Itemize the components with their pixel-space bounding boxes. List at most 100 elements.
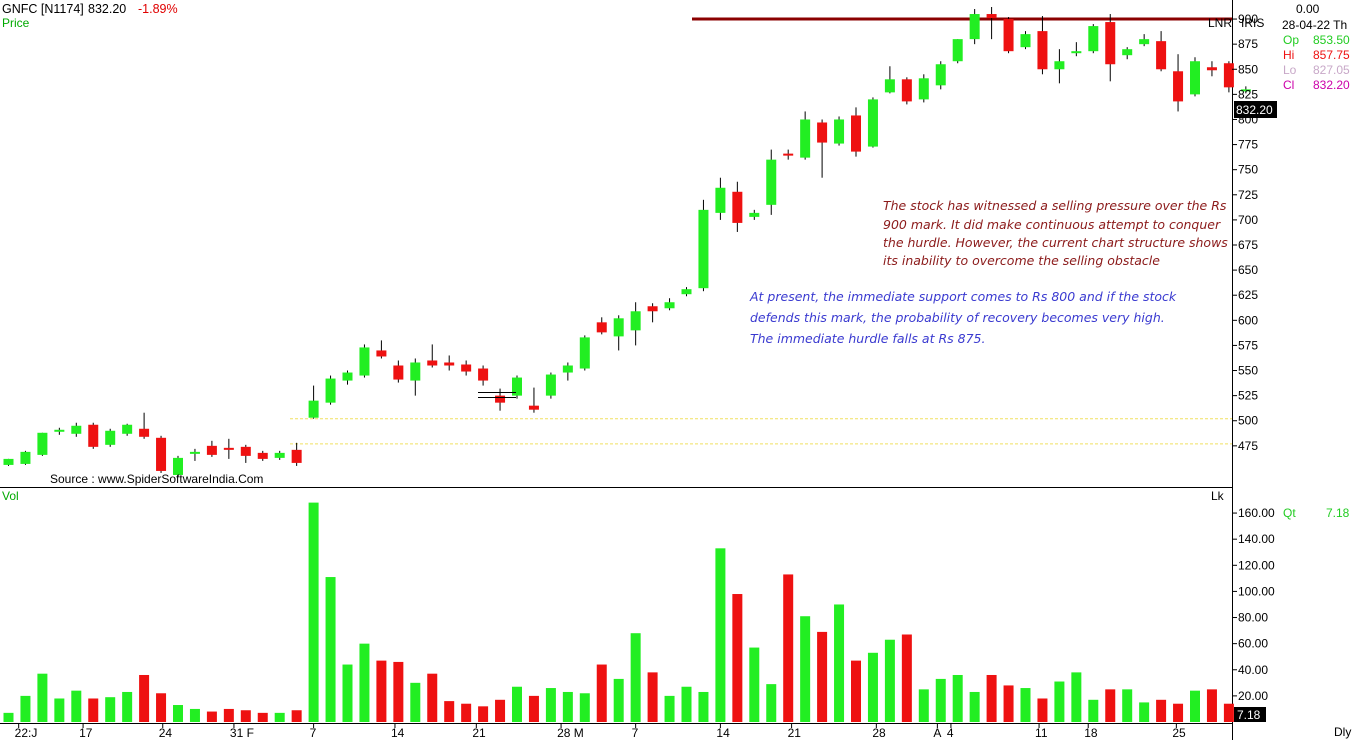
volume-bar — [376, 660, 387, 722]
red-annotation-line: 900 mark. It did make continuous attempt… — [883, 217, 1221, 232]
volume-bar — [1105, 689, 1116, 722]
candle-body — [156, 437, 167, 471]
price-tick-label: 700 — [1238, 213, 1258, 227]
volume-bar — [884, 639, 895, 722]
volume-bar — [189, 708, 200, 722]
volume-tick-label: 140.00 — [1238, 532, 1275, 546]
time-tick-label: 21 — [472, 726, 486, 740]
volume-bar — [647, 672, 658, 722]
time-tick-label: 7 — [632, 726, 639, 740]
candle-body — [122, 424, 133, 434]
volume-bar — [1003, 685, 1014, 722]
candle-body — [139, 428, 150, 437]
candle-body — [1105, 22, 1116, 65]
candle-body — [105, 430, 116, 445]
candle-body — [274, 452, 285, 458]
volume-bar — [528, 695, 539, 722]
volume-bar — [359, 643, 370, 722]
candle-body — [698, 209, 709, 289]
candle-body — [800, 119, 811, 158]
price-tick-label: 625 — [1238, 288, 1258, 302]
top-right-value: 0.00 — [1296, 2, 1320, 16]
qt-label: Qt — [1283, 506, 1296, 520]
volume-unit-label: Lk — [1211, 489, 1225, 503]
periodicity-label: Dly — [1334, 725, 1351, 739]
red-annotation-line: its inability to overcome the selling ob… — [883, 253, 1160, 268]
blue-annotation-line: defends this mark, the probability of re… — [750, 310, 1165, 325]
low-value: 827.05 — [1313, 63, 1350, 77]
volume-bar — [545, 688, 556, 722]
blue-annotation-line: The immediate hurdle falls at Rs 875. — [750, 331, 985, 346]
volume-bar — [20, 695, 31, 722]
time-tick-label: 24 — [159, 726, 173, 740]
volume-bar — [1190, 690, 1200, 722]
candle-body — [1223, 63, 1234, 88]
source-label: Source : www.SpiderSoftwareIndia.Com — [50, 472, 263, 486]
volume-bar — [986, 674, 997, 722]
volume-bar — [1156, 699, 1167, 722]
candle-body — [783, 153, 794, 156]
candle-body — [1020, 34, 1031, 48]
open-value: 853.50 — [1313, 33, 1350, 47]
candle-body — [257, 452, 268, 459]
volume-bar — [461, 703, 472, 722]
volume-bar — [1037, 698, 1048, 722]
candle-body — [681, 289, 692, 295]
volume-bar — [783, 574, 794, 722]
volume-bar — [596, 664, 607, 722]
price-tick-label: 650 — [1238, 263, 1258, 277]
high-value: 857.75 — [1313, 48, 1350, 62]
volume-bar — [1122, 689, 1133, 722]
volume-bars — [3, 502, 1251, 722]
volume-bar — [393, 661, 404, 722]
candle-body — [478, 368, 489, 381]
candle-body — [342, 372, 353, 381]
volume-bar — [1054, 681, 1065, 722]
volume-bar — [3, 712, 14, 722]
price-tick-label: 550 — [1238, 364, 1258, 378]
candle-body — [1139, 39, 1150, 45]
candle-body — [461, 364, 472, 372]
candle-body — [579, 337, 590, 369]
time-tick-label: 4 — [947, 726, 954, 740]
volume-bar — [410, 682, 421, 722]
volume-bar — [257, 712, 268, 722]
time-tick-label: 28 M — [557, 726, 584, 740]
price-tick-label: 900 — [1238, 12, 1258, 26]
volume-panel-label: Vol — [2, 489, 19, 503]
candle-body — [596, 322, 607, 333]
candle-body — [817, 122, 828, 143]
volume-bar — [223, 708, 234, 722]
candle-body — [935, 64, 946, 86]
price-tick-label: 500 — [1238, 414, 1258, 428]
volume-tick-label: 80.00 — [1238, 611, 1268, 625]
red-annotation-line: the hurdle. However, the current chart s… — [883, 235, 1228, 250]
candle-body — [834, 119, 845, 144]
volume-tag-box — [1234, 707, 1266, 722]
candle-body — [1071, 51, 1082, 54]
volume-bar — [749, 647, 760, 722]
volume-bar — [342, 664, 353, 722]
candle-body — [986, 14, 997, 19]
candle-body — [1122, 49, 1133, 56]
candle-body — [630, 311, 641, 331]
candle-body — [1037, 31, 1048, 70]
close-value: 832.20 — [1313, 78, 1350, 92]
candle-body — [1088, 26, 1099, 52]
price-tick-label: 575 — [1238, 338, 1258, 352]
volume-bar — [1020, 688, 1031, 722]
volume-bar — [71, 690, 82, 722]
candle-body — [1003, 19, 1014, 52]
price-tick-label: 600 — [1238, 313, 1258, 327]
candle-body — [308, 400, 319, 418]
open-label: Op — [1283, 33, 1299, 47]
volume-bar — [88, 698, 99, 722]
candle-body — [545, 374, 556, 396]
volume-tick-label: 160.00 — [1238, 506, 1275, 520]
high-label: Hi — [1283, 48, 1294, 62]
volume-bar — [918, 689, 929, 722]
candle-body — [732, 191, 743, 223]
volume-bar — [800, 616, 811, 722]
candle-body — [766, 159, 777, 205]
